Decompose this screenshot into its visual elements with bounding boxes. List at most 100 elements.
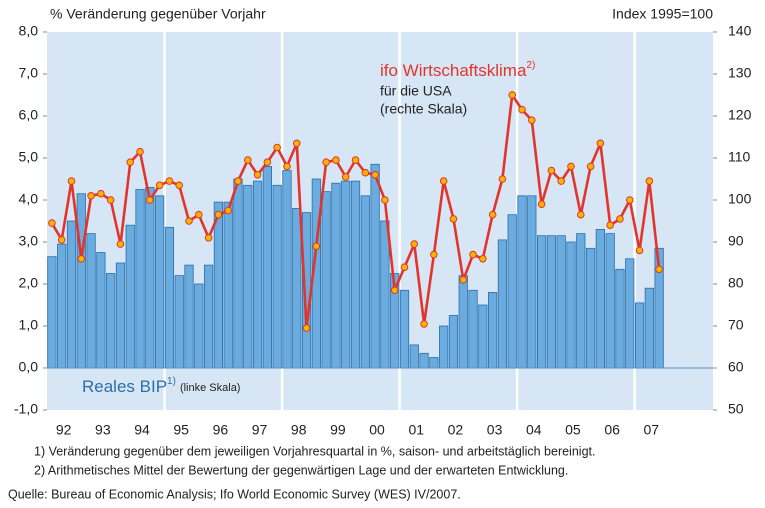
x-tick-label: 94 <box>134 422 150 438</box>
point <box>351 156 360 164</box>
point <box>185 217 193 225</box>
source: Quelle: Bureau of Economic Analysis; Ifo… <box>8 487 461 501</box>
y-tick-label: 2,0 <box>19 275 39 291</box>
y2-axis-label: Index 1995=100 <box>612 6 713 22</box>
bar <box>321 191 331 369</box>
point <box>371 171 379 179</box>
point <box>175 181 184 190</box>
point <box>302 324 311 332</box>
point <box>537 200 546 208</box>
x-tick-label: 04 <box>526 422 542 438</box>
bar <box>566 241 576 369</box>
y-tick-label: 5,0 <box>19 149 39 165</box>
bar <box>47 256 57 369</box>
bar <box>634 302 645 369</box>
x-tick-label: 02 <box>448 422 464 438</box>
point <box>361 168 370 177</box>
x-tick-label: 06 <box>604 422 620 438</box>
point <box>341 173 350 181</box>
bar <box>233 178 243 369</box>
bar <box>419 352 429 369</box>
bar <box>272 184 282 369</box>
bar <box>86 233 96 369</box>
bar <box>203 264 214 369</box>
point <box>136 147 144 156</box>
bar <box>497 239 508 369</box>
bar <box>350 180 361 369</box>
point <box>381 196 389 204</box>
y-tick-label: 1,0 <box>19 317 39 333</box>
point <box>106 196 115 204</box>
x-tick-label: 00 <box>369 422 385 438</box>
series-name: Reales BIP <box>82 377 167 396</box>
bar <box>399 289 410 369</box>
footnote: 1) Veränderung gegenüber dem jeweiligen … <box>34 444 595 458</box>
y-tick-label: 8,0 <box>19 23 39 39</box>
bar <box>57 243 67 369</box>
bar <box>380 220 390 369</box>
y2-tick-label: 80 <box>728 275 744 291</box>
point <box>469 250 477 259</box>
point <box>224 206 232 215</box>
y-tick-label: 3,0 <box>19 233 39 249</box>
point <box>410 240 419 248</box>
point <box>195 210 203 219</box>
bar <box>458 275 468 369</box>
bar <box>125 224 135 369</box>
point <box>204 234 213 242</box>
bar <box>605 233 615 369</box>
series-label: Reales BIP1) (linke Skala) <box>82 376 240 397</box>
bar <box>145 186 155 369</box>
bar <box>595 228 605 369</box>
point <box>557 177 565 185</box>
bar <box>66 220 77 369</box>
bar <box>213 201 224 369</box>
y2-tick-label: 130 <box>728 65 752 81</box>
bar <box>576 233 586 369</box>
point <box>498 175 507 183</box>
bar <box>585 247 596 369</box>
point <box>567 162 575 171</box>
x-tick-label: 03 <box>487 422 503 438</box>
point <box>635 246 644 255</box>
point <box>146 196 154 204</box>
point <box>165 177 174 185</box>
point <box>263 158 272 166</box>
point <box>332 156 340 164</box>
y2-tick-label: 60 <box>728 359 744 375</box>
bar <box>615 268 625 369</box>
series-note: 1) <box>167 376 176 387</box>
point <box>292 139 301 148</box>
bar <box>331 182 341 369</box>
series-label: ifo Wirtschaftsklima2) <box>380 60 535 81</box>
x-tick-label: 07 <box>644 422 660 438</box>
point <box>283 162 291 171</box>
y2-tick-label: 70 <box>728 317 744 333</box>
bar <box>439 325 449 369</box>
bar <box>488 291 498 369</box>
point <box>586 162 595 171</box>
y2-tick-label: 140 <box>728 23 752 39</box>
point <box>243 156 252 164</box>
point <box>430 250 438 259</box>
bar <box>155 195 165 369</box>
y2-tick-label: 100 <box>728 191 752 207</box>
x-tick-label: 05 <box>565 422 581 438</box>
bar <box>644 287 654 369</box>
point <box>155 181 164 190</box>
y-tick-label: 6,0 <box>19 107 39 123</box>
bar <box>409 344 419 369</box>
point <box>645 177 654 185</box>
bar <box>223 201 233 369</box>
bar <box>135 189 145 369</box>
bar <box>184 264 194 369</box>
point <box>547 166 556 175</box>
bar <box>252 180 263 369</box>
bar <box>115 262 126 369</box>
bar <box>292 207 302 369</box>
point <box>576 210 585 219</box>
bar <box>76 193 86 369</box>
x-tick-label: 93 <box>95 422 111 438</box>
point <box>273 143 281 152</box>
